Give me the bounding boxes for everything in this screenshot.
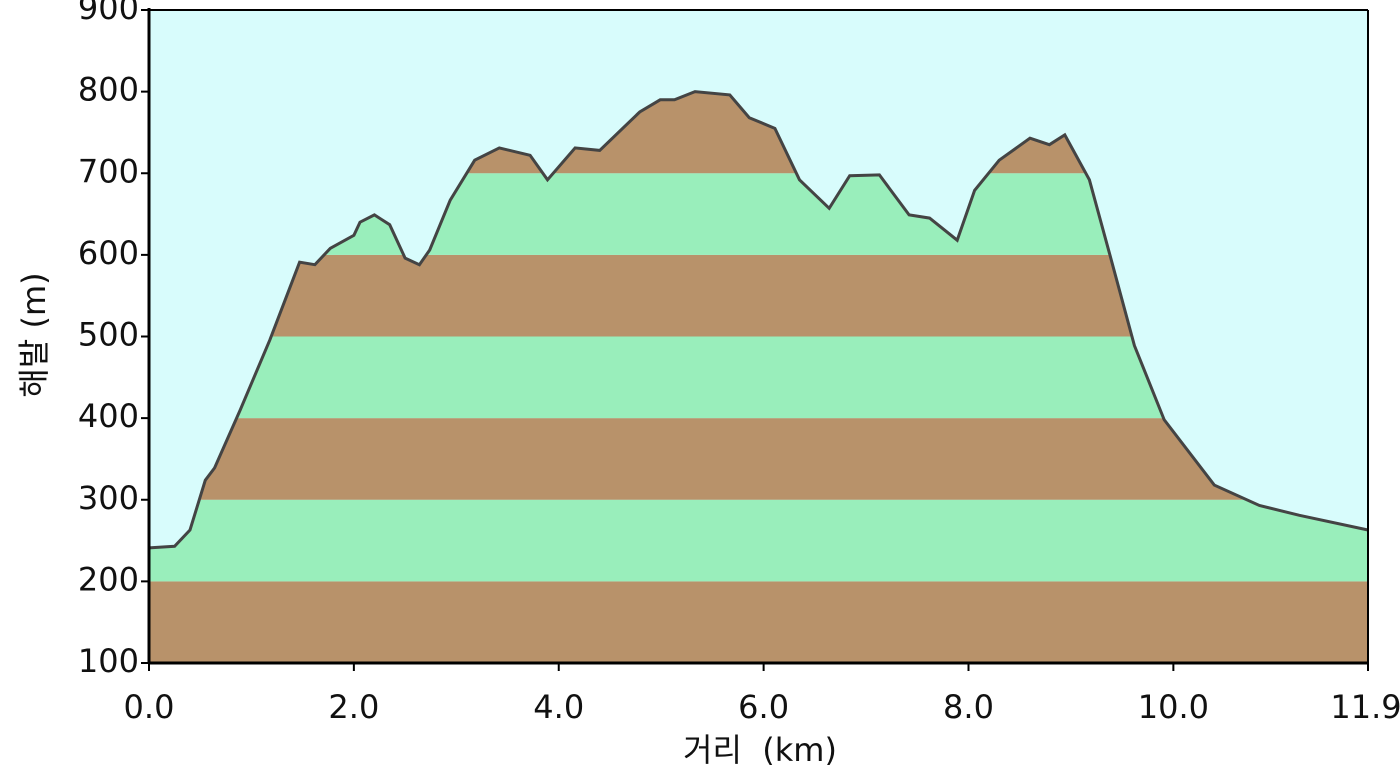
- x-axis-label: 거리 (km): [683, 731, 837, 769]
- y-tick-label: 900: [78, 0, 139, 27]
- y-tick-label: 600: [78, 234, 139, 272]
- y-tick-label: 200: [78, 560, 139, 598]
- y-tick-label: 300: [78, 479, 139, 517]
- x-tick-label: 6.0: [738, 688, 789, 726]
- elevation-band: [149, 418, 1368, 500]
- x-tick-label: 11.9: [1330, 688, 1400, 726]
- y-tick-label: 800: [78, 71, 139, 109]
- y-tick-label: 400: [78, 397, 139, 435]
- y-tick-label: 100: [78, 642, 139, 680]
- x-tick-label: 8.0: [943, 688, 994, 726]
- x-tick-label: 4.0: [533, 688, 584, 726]
- y-axis-label: 해발 (m): [15, 272, 53, 397]
- elevation-line: [148, 90, 1369, 550]
- x-tick-label: 2.0: [328, 688, 379, 726]
- y-tick-label: 700: [78, 152, 139, 190]
- elevation-band: [149, 581, 1368, 663]
- x-tick-label: 10.0: [1138, 688, 1209, 726]
- y-tick-label: 500: [78, 316, 139, 354]
- x-tick-label: 0.0: [124, 688, 175, 726]
- elevation-band: [149, 499, 1368, 582]
